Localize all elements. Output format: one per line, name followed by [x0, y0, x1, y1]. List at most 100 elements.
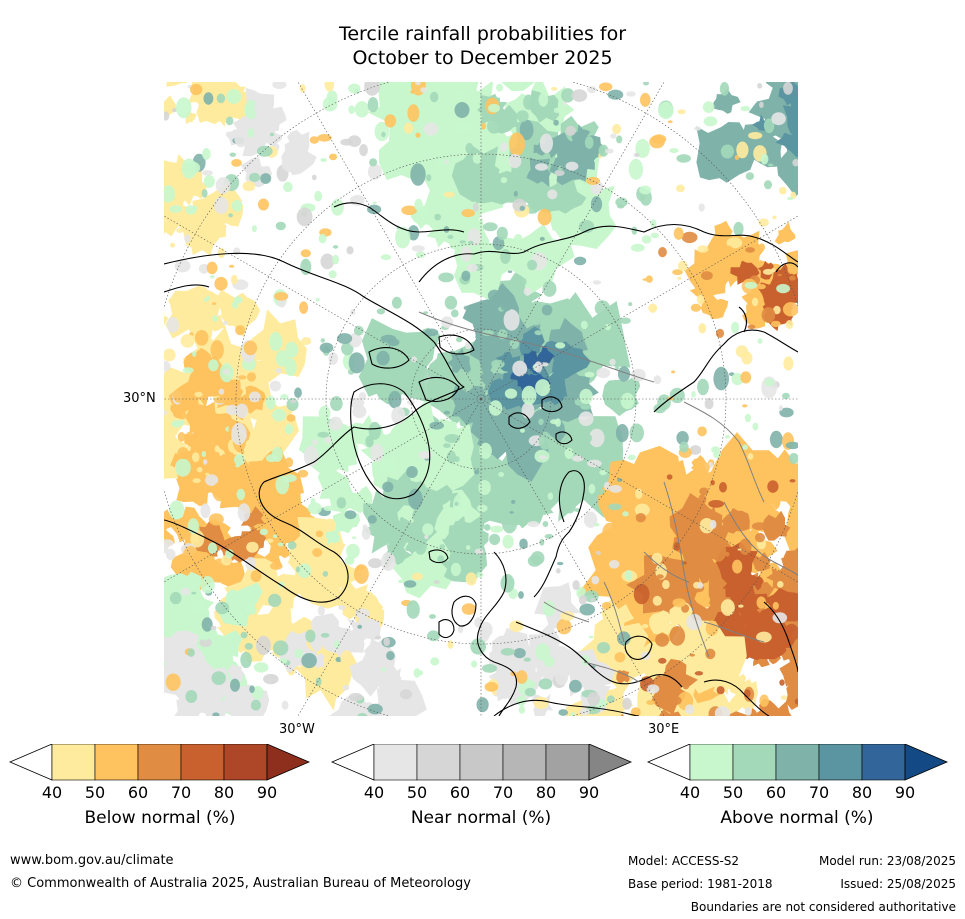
meridian-10 — [480, 82, 665, 400]
speckle-617 — [253, 662, 269, 673]
speckle-481 — [191, 452, 200, 463]
speckle-487 — [403, 122, 414, 134]
speckle-747 — [694, 126, 701, 131]
speckle-883 — [202, 148, 211, 160]
speckle-797 — [280, 394, 289, 400]
colorbar-near — [330, 743, 633, 786]
speckle-770 — [760, 153, 769, 165]
speckle-503 — [519, 119, 534, 141]
border-4 — [723, 501, 798, 577]
region-below-17-13 — [164, 315, 169, 326]
region-above-1-9 — [447, 348, 471, 374]
speckle-119 — [446, 450, 457, 464]
speckle-347 — [668, 695, 682, 706]
near-swatch-1 — [416, 743, 461, 781]
speckle-671 — [713, 451, 721, 459]
speckle-418 — [555, 669, 569, 686]
website-link[interactable]: www.bom.gov.au/climate — [10, 853, 174, 868]
speckle-139 — [732, 559, 743, 574]
speckle-794 — [787, 196, 794, 201]
region-above-3-4 — [535, 346, 555, 365]
speckle-524 — [767, 480, 779, 493]
speckle-199 — [596, 642, 611, 654]
speckle-600 — [177, 411, 187, 420]
speckle-298 — [315, 298, 320, 302]
speckle-86 — [756, 631, 772, 643]
speckle-823 — [419, 378, 435, 402]
speckle-311 — [622, 511, 629, 517]
speckle-49 — [562, 101, 567, 106]
speckle-387 — [643, 82, 649, 86]
speckle-91 — [616, 688, 625, 694]
region-below-12-22 — [669, 493, 723, 549]
coastline-13 — [703, 679, 770, 716]
speckle-291 — [646, 684, 660, 694]
speckle-871 — [181, 158, 197, 179]
speckle-267 — [246, 372, 257, 382]
below-swatch-4 — [223, 743, 268, 781]
speckle-329 — [172, 108, 177, 113]
speckle-32 — [312, 439, 318, 446]
speckle-4 — [518, 591, 524, 599]
speckle-607 — [359, 144, 368, 157]
speckle-540 — [698, 203, 705, 212]
speckle-580 — [560, 611, 575, 621]
coastline-18 — [555, 431, 573, 445]
region-below-28-9 — [198, 215, 227, 239]
speckle-369 — [246, 541, 259, 553]
speckle-761 — [484, 682, 499, 692]
speckle-354 — [553, 107, 561, 114]
speckle-210 — [372, 201, 377, 205]
speckle-700 — [516, 110, 529, 122]
speckle-658 — [411, 245, 425, 252]
speckle-450 — [403, 580, 417, 588]
speckle-556 — [704, 398, 714, 410]
speckle-474 — [725, 551, 730, 557]
speckle-23 — [609, 485, 622, 493]
speckle-223 — [607, 89, 624, 100]
speckle-578 — [269, 332, 283, 352]
speckle-745 — [620, 392, 635, 410]
speckle-515 — [384, 114, 397, 128]
speckle-878 — [190, 599, 207, 614]
speckle-126 — [352, 536, 357, 539]
speckle-444 — [777, 581, 784, 588]
speckle-275 — [208, 359, 219, 372]
speckle-77 — [701, 594, 711, 605]
speckle-679 — [561, 88, 575, 103]
speckle-505 — [694, 671, 704, 676]
speckle-189 — [364, 82, 380, 96]
speckle-809 — [229, 152, 236, 157]
region-below-21-21 — [347, 589, 383, 627]
speckle-661 — [587, 459, 602, 468]
speckle-748 — [235, 612, 243, 617]
speckle-526 — [699, 518, 714, 534]
speckle-689 — [677, 260, 688, 272]
speckle-887 — [381, 667, 386, 672]
speckle-218 — [719, 82, 730, 96]
speckle-150 — [214, 445, 220, 453]
speckle-845 — [669, 626, 686, 646]
speckle-304 — [214, 196, 229, 214]
speckle-710 — [500, 249, 511, 264]
speckle-870 — [697, 582, 704, 589]
speckle-224 — [203, 92, 214, 105]
speckle-491 — [635, 139, 650, 158]
region-near-25-15 — [534, 582, 581, 630]
speckle-61 — [209, 275, 215, 279]
speckle-712 — [606, 695, 615, 703]
above-swatch-0 — [689, 743, 734, 781]
latitude-label-30n: 30°N — [123, 391, 156, 406]
speckle-553 — [578, 411, 594, 427]
speckle-393 — [245, 605, 257, 615]
map-canvas — [164, 82, 798, 716]
speckle-66 — [558, 709, 568, 716]
region-above-27-14 — [441, 528, 488, 585]
speckle-584 — [290, 399, 297, 404]
speckle-755 — [584, 371, 595, 378]
speckle-236 — [601, 601, 612, 610]
coastline-19 — [164, 284, 210, 293]
speckle-102 — [463, 305, 473, 311]
speckle-425 — [538, 418, 544, 425]
speckle-654 — [387, 338, 400, 347]
